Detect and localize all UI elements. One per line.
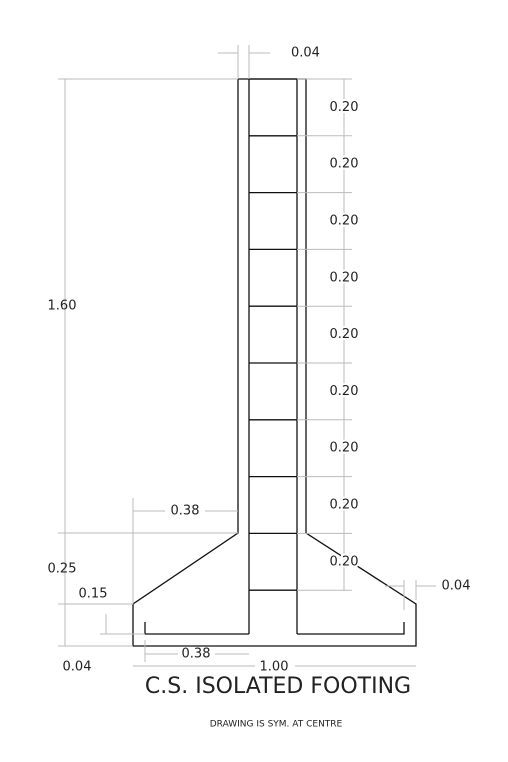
dim-label: 0.38 bbox=[171, 504, 200, 519]
dim-label: 1.00 bbox=[260, 660, 289, 675]
dim-label: 0.15 bbox=[79, 587, 108, 602]
dim-label: 0.04 bbox=[442, 579, 471, 594]
title: C.S. ISOLATED FOOTING bbox=[145, 674, 411, 699]
column bbox=[132, 78, 417, 647]
dim-label: 0.20 bbox=[330, 498, 359, 513]
dim-label: 0.04 bbox=[291, 46, 320, 61]
dim-label: 0.20 bbox=[330, 100, 359, 115]
dim-label: 0.38 bbox=[182, 647, 211, 662]
stirrups bbox=[249, 78, 297, 591]
dim-label: 0.20 bbox=[330, 157, 359, 172]
note: DRAWING IS SYM. AT CENTRE bbox=[210, 720, 343, 730]
dim-label: 1.60 bbox=[48, 299, 77, 314]
dim-label: 0.20 bbox=[330, 270, 359, 285]
dimension-lines bbox=[58, 45, 436, 667]
dim-label: 0.20 bbox=[330, 384, 359, 399]
dim-label: 0.20 bbox=[330, 554, 359, 569]
dim-label: 0.20 bbox=[330, 214, 359, 229]
dim-label: 0.04 bbox=[63, 660, 92, 675]
dim-label: 0.20 bbox=[330, 441, 359, 456]
dim-label: 0.20 bbox=[330, 327, 359, 342]
dim-label: 0.25 bbox=[48, 562, 77, 577]
